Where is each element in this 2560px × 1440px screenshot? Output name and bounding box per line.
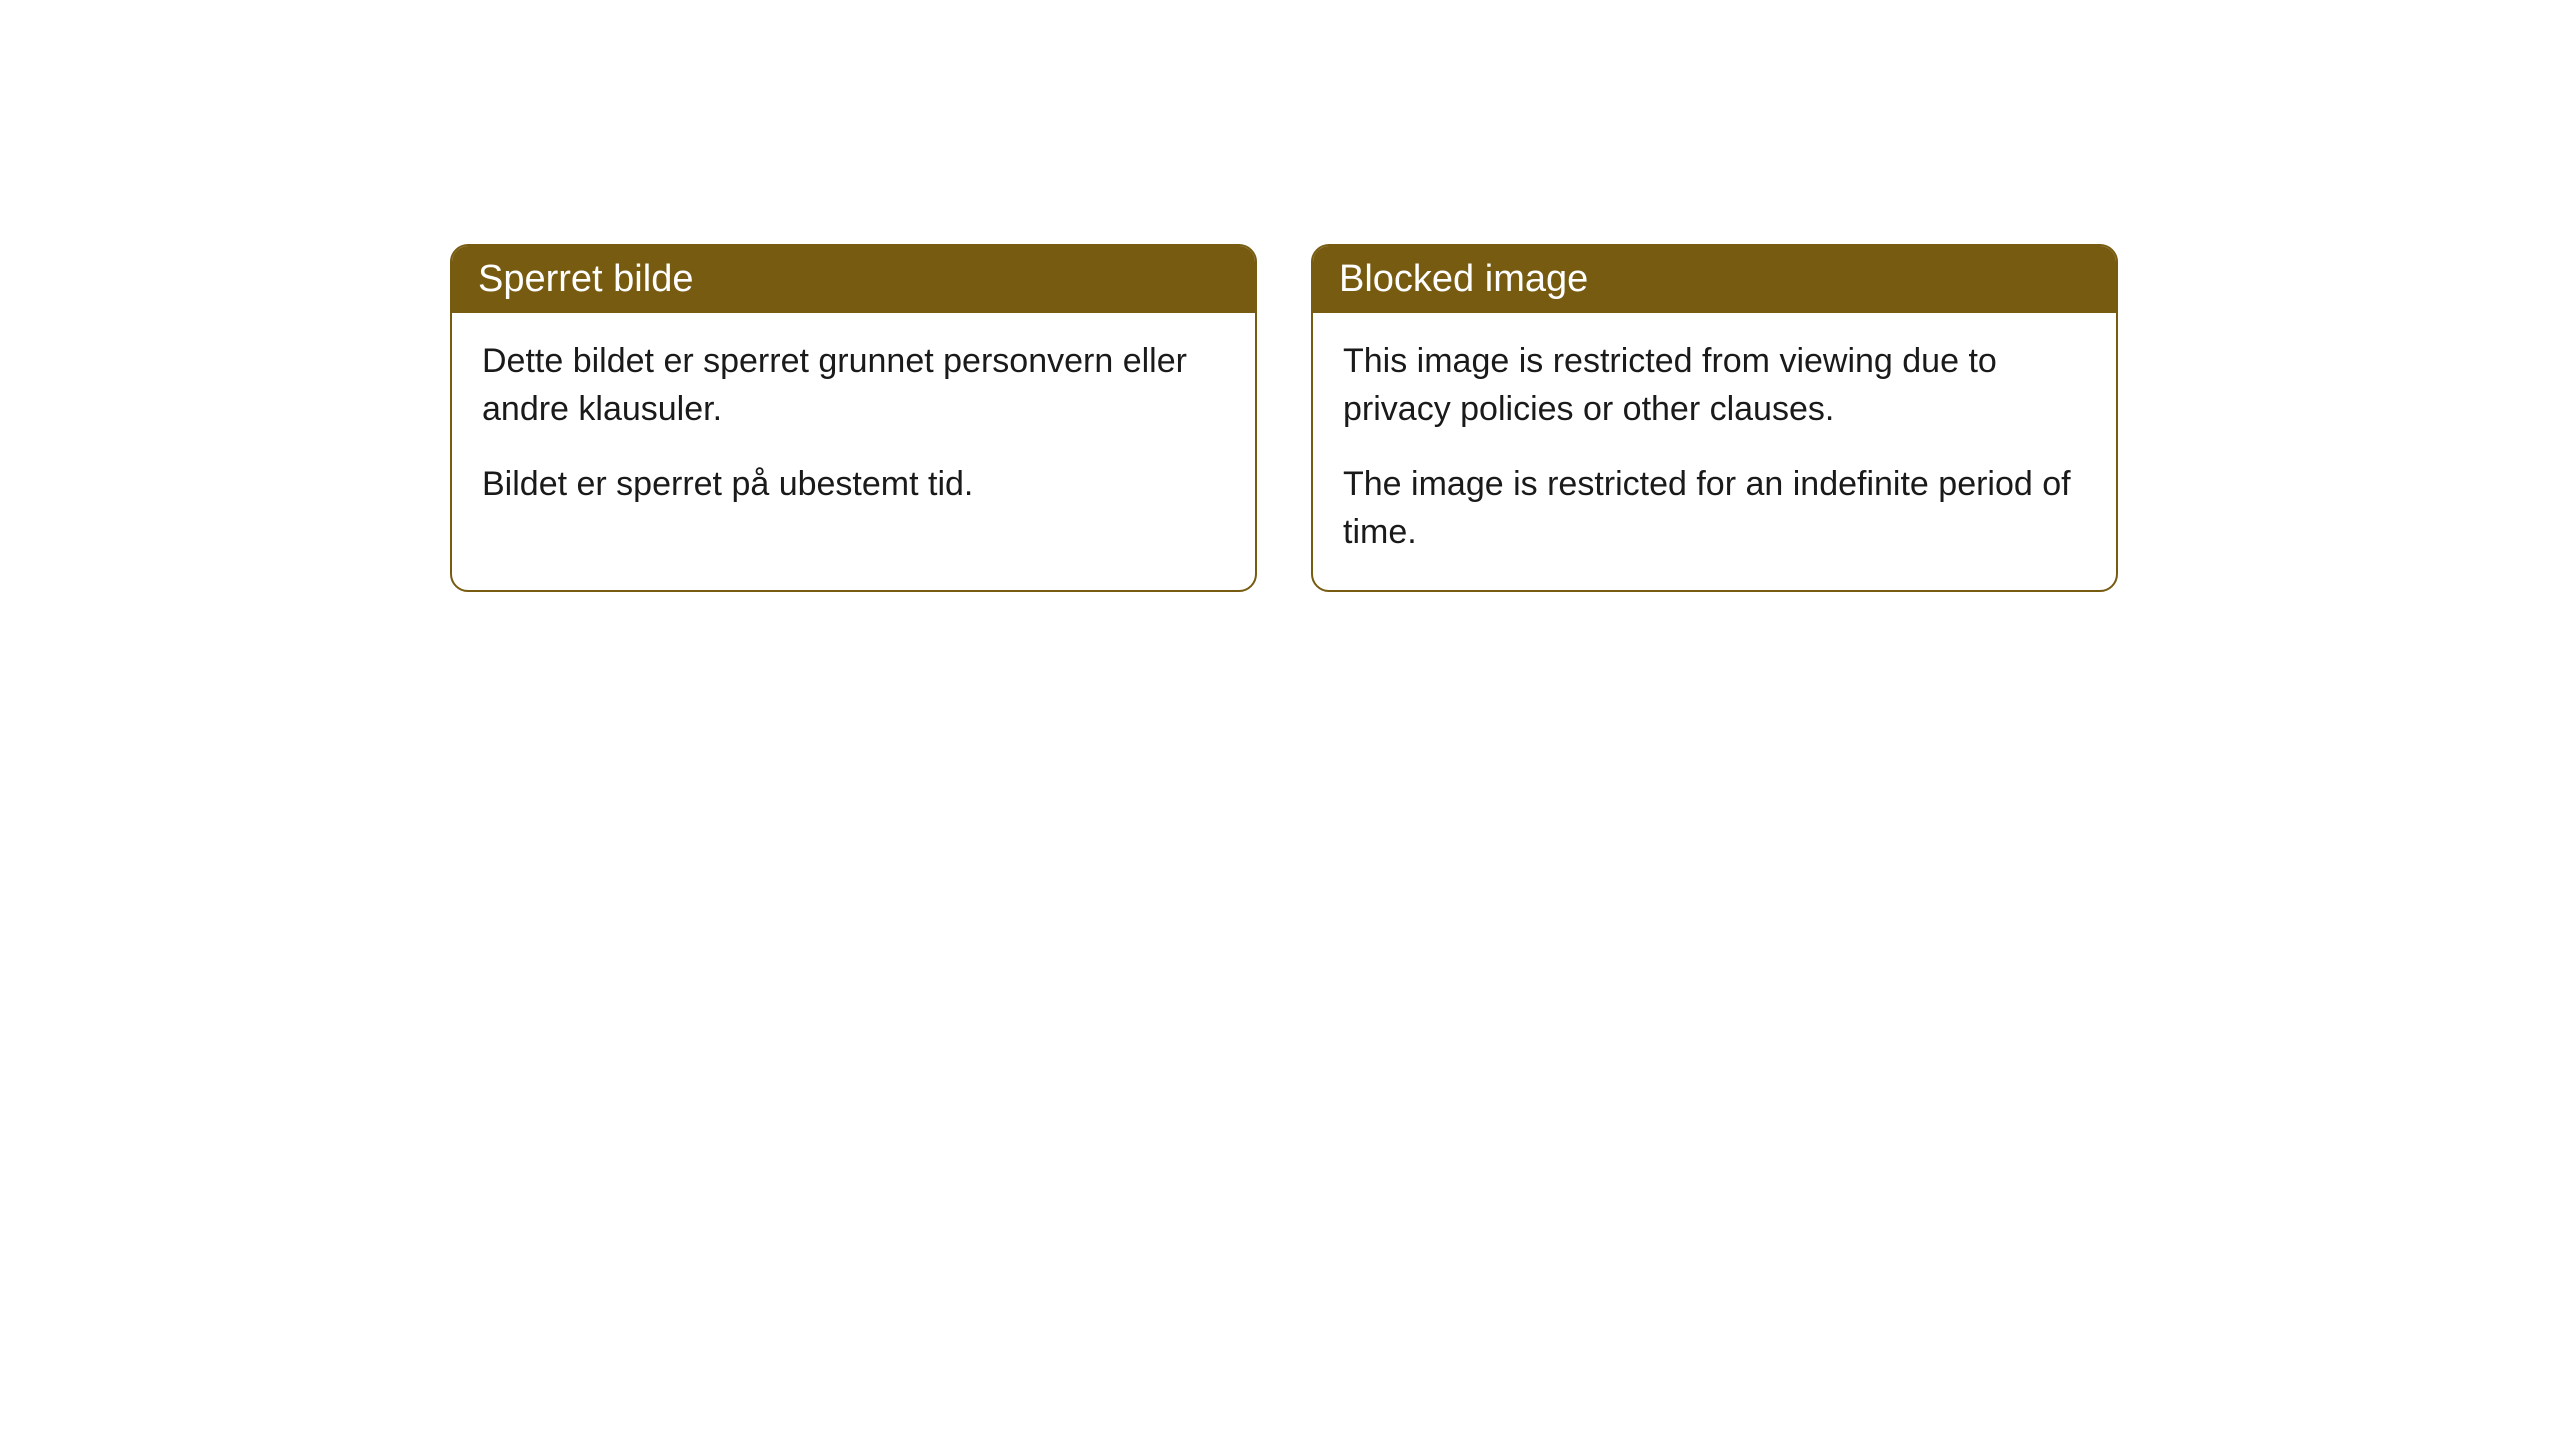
- card-paragraph: Dette bildet er sperret grunnet personve…: [482, 337, 1225, 434]
- card-paragraph: The image is restricted for an indefinit…: [1343, 460, 2086, 557]
- notice-card-norwegian: Sperret bilde Dette bildet er sperret gr…: [450, 244, 1257, 592]
- card-title: Blocked image: [1339, 258, 1588, 300]
- card-body: This image is restricted from viewing du…: [1313, 313, 2116, 590]
- card-paragraph: This image is restricted from viewing du…: [1343, 337, 2086, 434]
- notice-cards-container: Sperret bilde Dette bildet er sperret gr…: [450, 244, 2118, 592]
- card-body: Dette bildet er sperret grunnet personve…: [452, 313, 1255, 542]
- card-paragraph: Bildet er sperret på ubestemt tid.: [482, 460, 1225, 508]
- card-title: Sperret bilde: [478, 258, 693, 300]
- card-header: Blocked image: [1313, 246, 2116, 313]
- notice-card-english: Blocked image This image is restricted f…: [1311, 244, 2118, 592]
- card-header: Sperret bilde: [452, 246, 1255, 313]
